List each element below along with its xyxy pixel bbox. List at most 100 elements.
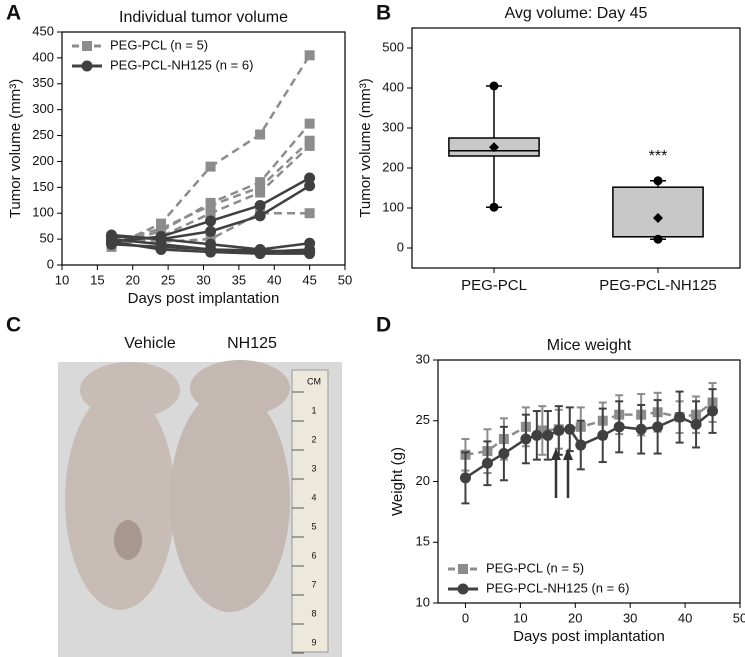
photo-panel	[58, 360, 342, 657]
marker	[304, 50, 315, 61]
marker	[255, 187, 266, 198]
y-tick-label: 300	[382, 119, 404, 134]
marker	[205, 200, 216, 211]
marker	[304, 118, 315, 129]
marker	[81, 60, 93, 72]
y-tick-label: 200	[32, 153, 54, 168]
legend-label: PEG-PCL (n = 5)	[110, 37, 208, 52]
marker	[254, 210, 266, 222]
y-tick-label: 500	[382, 39, 404, 54]
marker	[156, 218, 167, 229]
marker	[542, 429, 554, 441]
x-tick-label: 35	[232, 272, 246, 287]
legend-label: PEG-PCL (n = 5)	[486, 560, 584, 575]
arrow-head	[563, 448, 573, 460]
x-tick-label: 30	[623, 610, 637, 625]
marker	[537, 425, 548, 436]
ruler-label: 7	[311, 579, 316, 589]
y-tick-label: 450	[32, 23, 54, 38]
x-tick-label: 20	[568, 610, 582, 625]
marker	[457, 583, 469, 595]
marker	[304, 180, 316, 192]
marker	[254, 248, 266, 260]
marker	[613, 421, 625, 433]
y-tick-label: 200	[382, 159, 404, 174]
x-tick-label: 50	[338, 272, 352, 287]
marker	[707, 405, 719, 417]
legend-label: PEG-PCL-NH125 (n = 6)	[110, 57, 253, 72]
y-tick-label: 25	[416, 412, 430, 427]
y-tick-label: 50	[40, 231, 54, 246]
chart-title: Avg volume: Day 45	[505, 5, 648, 22]
mouse-head	[80, 362, 180, 418]
max-point	[489, 81, 499, 91]
marker	[575, 439, 587, 451]
x-tick-label: 0	[462, 610, 469, 625]
arrow-head	[551, 448, 561, 460]
marker	[531, 429, 543, 441]
x-axis-label: Days post implantation	[128, 290, 280, 307]
y-tick-label: 100	[382, 199, 404, 214]
marker	[304, 248, 316, 260]
chart-title: Individual tumor volume	[119, 9, 288, 26]
box	[612, 186, 704, 238]
y-tick-label: 15	[416, 534, 430, 549]
y-axis-label: Tumor volume (mm³)	[7, 79, 24, 218]
mouse-nh125	[170, 388, 290, 612]
significance: ***	[649, 148, 668, 165]
x-tick-label: 40	[678, 610, 692, 625]
ruler-label: 3	[311, 463, 316, 473]
mouse-head	[190, 360, 290, 416]
x-tick-label: 15	[90, 272, 104, 287]
tumor	[114, 520, 142, 560]
marker	[255, 177, 266, 188]
y-tick-label: 300	[32, 101, 54, 116]
marker	[674, 411, 686, 423]
marker	[106, 236, 118, 248]
ruler-label: CM	[307, 376, 321, 386]
photo-label: Vehicle	[124, 335, 176, 352]
marker	[155, 243, 167, 255]
x-tick-label: 10	[55, 272, 69, 287]
y-axis-label: Weight (g)	[389, 447, 406, 516]
marker	[481, 457, 493, 469]
panel-label: C	[6, 314, 21, 337]
max-point	[653, 176, 663, 186]
min-point	[653, 234, 663, 244]
weight-line	[465, 401, 714, 457]
y-tick-label: 150	[32, 179, 54, 194]
photo-label: NH125	[227, 335, 277, 352]
marker	[635, 423, 647, 435]
marker	[82, 41, 92, 51]
marker	[205, 246, 217, 258]
marker	[690, 418, 702, 430]
y-tick-label: 350	[32, 75, 54, 90]
ruler-label: 8	[311, 608, 316, 618]
marker	[205, 161, 216, 172]
y-tick-label: 20	[416, 473, 430, 488]
legend-label: PEG-PCL-NH125 (n = 6)	[486, 580, 629, 595]
y-tick-label: 400	[32, 49, 54, 64]
tumor-line	[111, 211, 310, 243]
marker	[520, 433, 532, 445]
marker	[597, 429, 609, 441]
marker	[564, 423, 576, 435]
ruler-label: 5	[311, 521, 316, 531]
marker	[156, 223, 167, 234]
x-tick-label: PEG-PCL-NH125	[599, 277, 717, 294]
x-axis-label: Days post implantation	[513, 628, 665, 645]
marker	[304, 140, 315, 151]
marker	[205, 215, 217, 227]
y-axis-label: Tumor volume (mm³)	[357, 78, 374, 217]
marker	[254, 199, 266, 211]
x-tick-label: 10	[513, 610, 527, 625]
x-tick-label: 45	[302, 272, 316, 287]
marker	[459, 472, 471, 484]
ruler-label: 4	[311, 492, 316, 502]
ruler-label: 9	[311, 637, 316, 647]
x-tick-label: 25	[161, 272, 175, 287]
marker	[255, 129, 266, 140]
x-tick-label: 50	[733, 610, 745, 625]
panel-label: A	[6, 2, 21, 25]
mean	[653, 213, 663, 223]
